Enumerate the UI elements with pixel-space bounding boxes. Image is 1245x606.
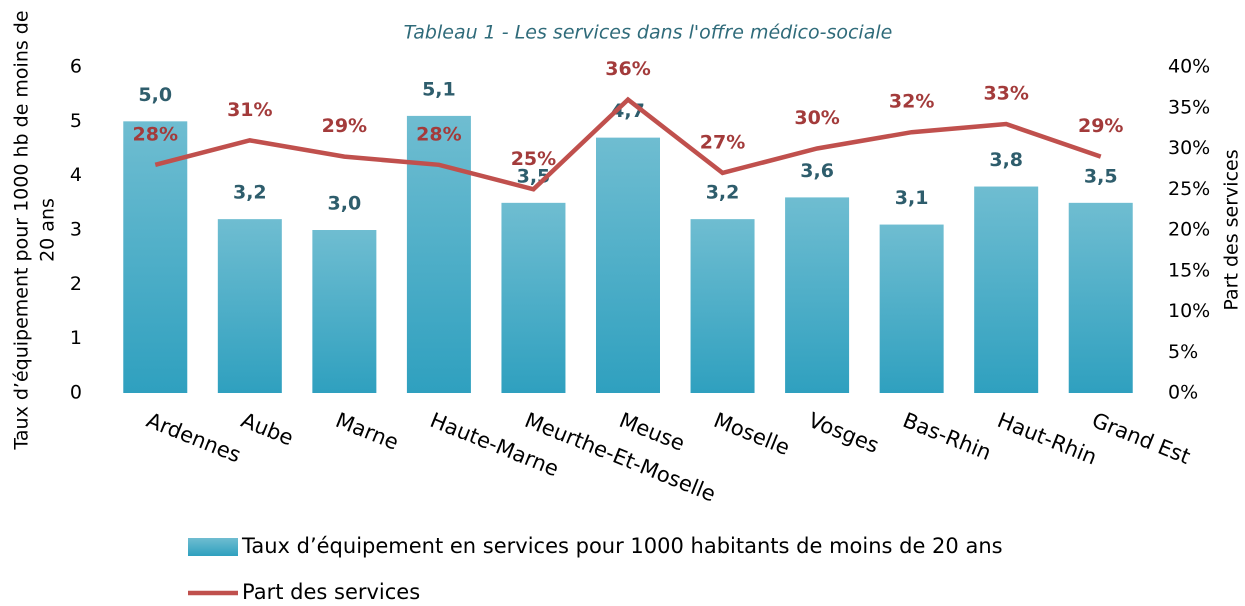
x-tick-label: Marne [332,408,402,455]
x-tick-label: Grand Est [1089,408,1194,469]
y-axis-title: 20 ans [37,198,59,262]
y-tick-label: 0 [70,382,82,404]
bar [312,230,377,393]
line [154,96,1102,192]
legend-label: Part des services [242,580,420,602]
line-value-label: 29% [1078,115,1123,137]
line-value-label: 28% [133,123,178,145]
bar [501,202,566,393]
line-value-label: 31% [227,99,272,121]
bar [879,224,944,393]
y-axis-title: Taux d’équipement pour 1000 hb de moins … [11,10,33,450]
y2-tick-label: 15% [1168,259,1210,281]
bar-value-label: 3,5 [1084,165,1118,187]
bar-value-label: 3,8 [989,149,1023,171]
x-tick-label: Moselle [710,408,793,460]
y2-tick-label: 25% [1168,178,1210,200]
line-value-label: 36% [605,58,650,80]
y-tick-label: 3 [70,219,82,241]
line-value-label: 32% [889,91,934,113]
y2-axis-title: Part des services [1221,149,1243,310]
y2-tick-label: 20% [1168,219,1210,241]
bar-value-label: 5,0 [138,84,172,106]
line-value-label: 29% [322,115,367,137]
bar-value-label: 3,1 [895,187,929,209]
y-tick-label: 6 [70,56,82,78]
x-tick-label: Aube [238,408,297,450]
bar [123,121,188,393]
bar [217,219,282,393]
y2-tick-label: 5% [1168,341,1198,363]
bar-value-label: 3,6 [800,160,834,182]
y-tick-label: 4 [70,164,82,186]
line-value-label: 27% [700,131,745,153]
bar-value-label: 3,2 [233,182,267,204]
bar [596,137,660,393]
y2-tick-label: 35% [1168,96,1210,118]
y-tick-label: 2 [70,273,82,295]
line-value-label: 30% [794,107,839,129]
bar [785,197,850,393]
bar-value-label: 3,0 [328,193,362,215]
bar [1068,202,1133,393]
y2-tick-label: 30% [1168,137,1210,159]
bar-value-label: 5,1 [422,78,456,100]
line-value-label: 25% [511,148,556,170]
chart-title: Tableau 1 - Les services dans l'offre mé… [404,22,893,44]
x-tick-label: Haut-Rhin [994,408,1100,470]
y2-tick-label: 0% [1168,382,1198,404]
y2-tick-label: 10% [1168,300,1210,322]
x-tick-label: Ardennes [143,408,244,467]
bar [406,115,471,394]
legend-label: Taux d’équipement en services pour 1000 … [241,534,1003,558]
line-value-label: 28% [416,123,461,145]
y-tick-label: 1 [70,327,82,349]
x-tick-label: Bas-Rhin [900,408,995,465]
bar-value-label: 3,2 [706,182,740,204]
y-tick-label: 5 [70,110,82,132]
line-value-label: 33% [983,83,1028,105]
legend-swatch [188,538,238,556]
bar [690,219,755,393]
bar [974,186,1039,393]
y2-tick-label: 40% [1168,56,1210,78]
x-tick-label: Vosges [805,408,882,458]
